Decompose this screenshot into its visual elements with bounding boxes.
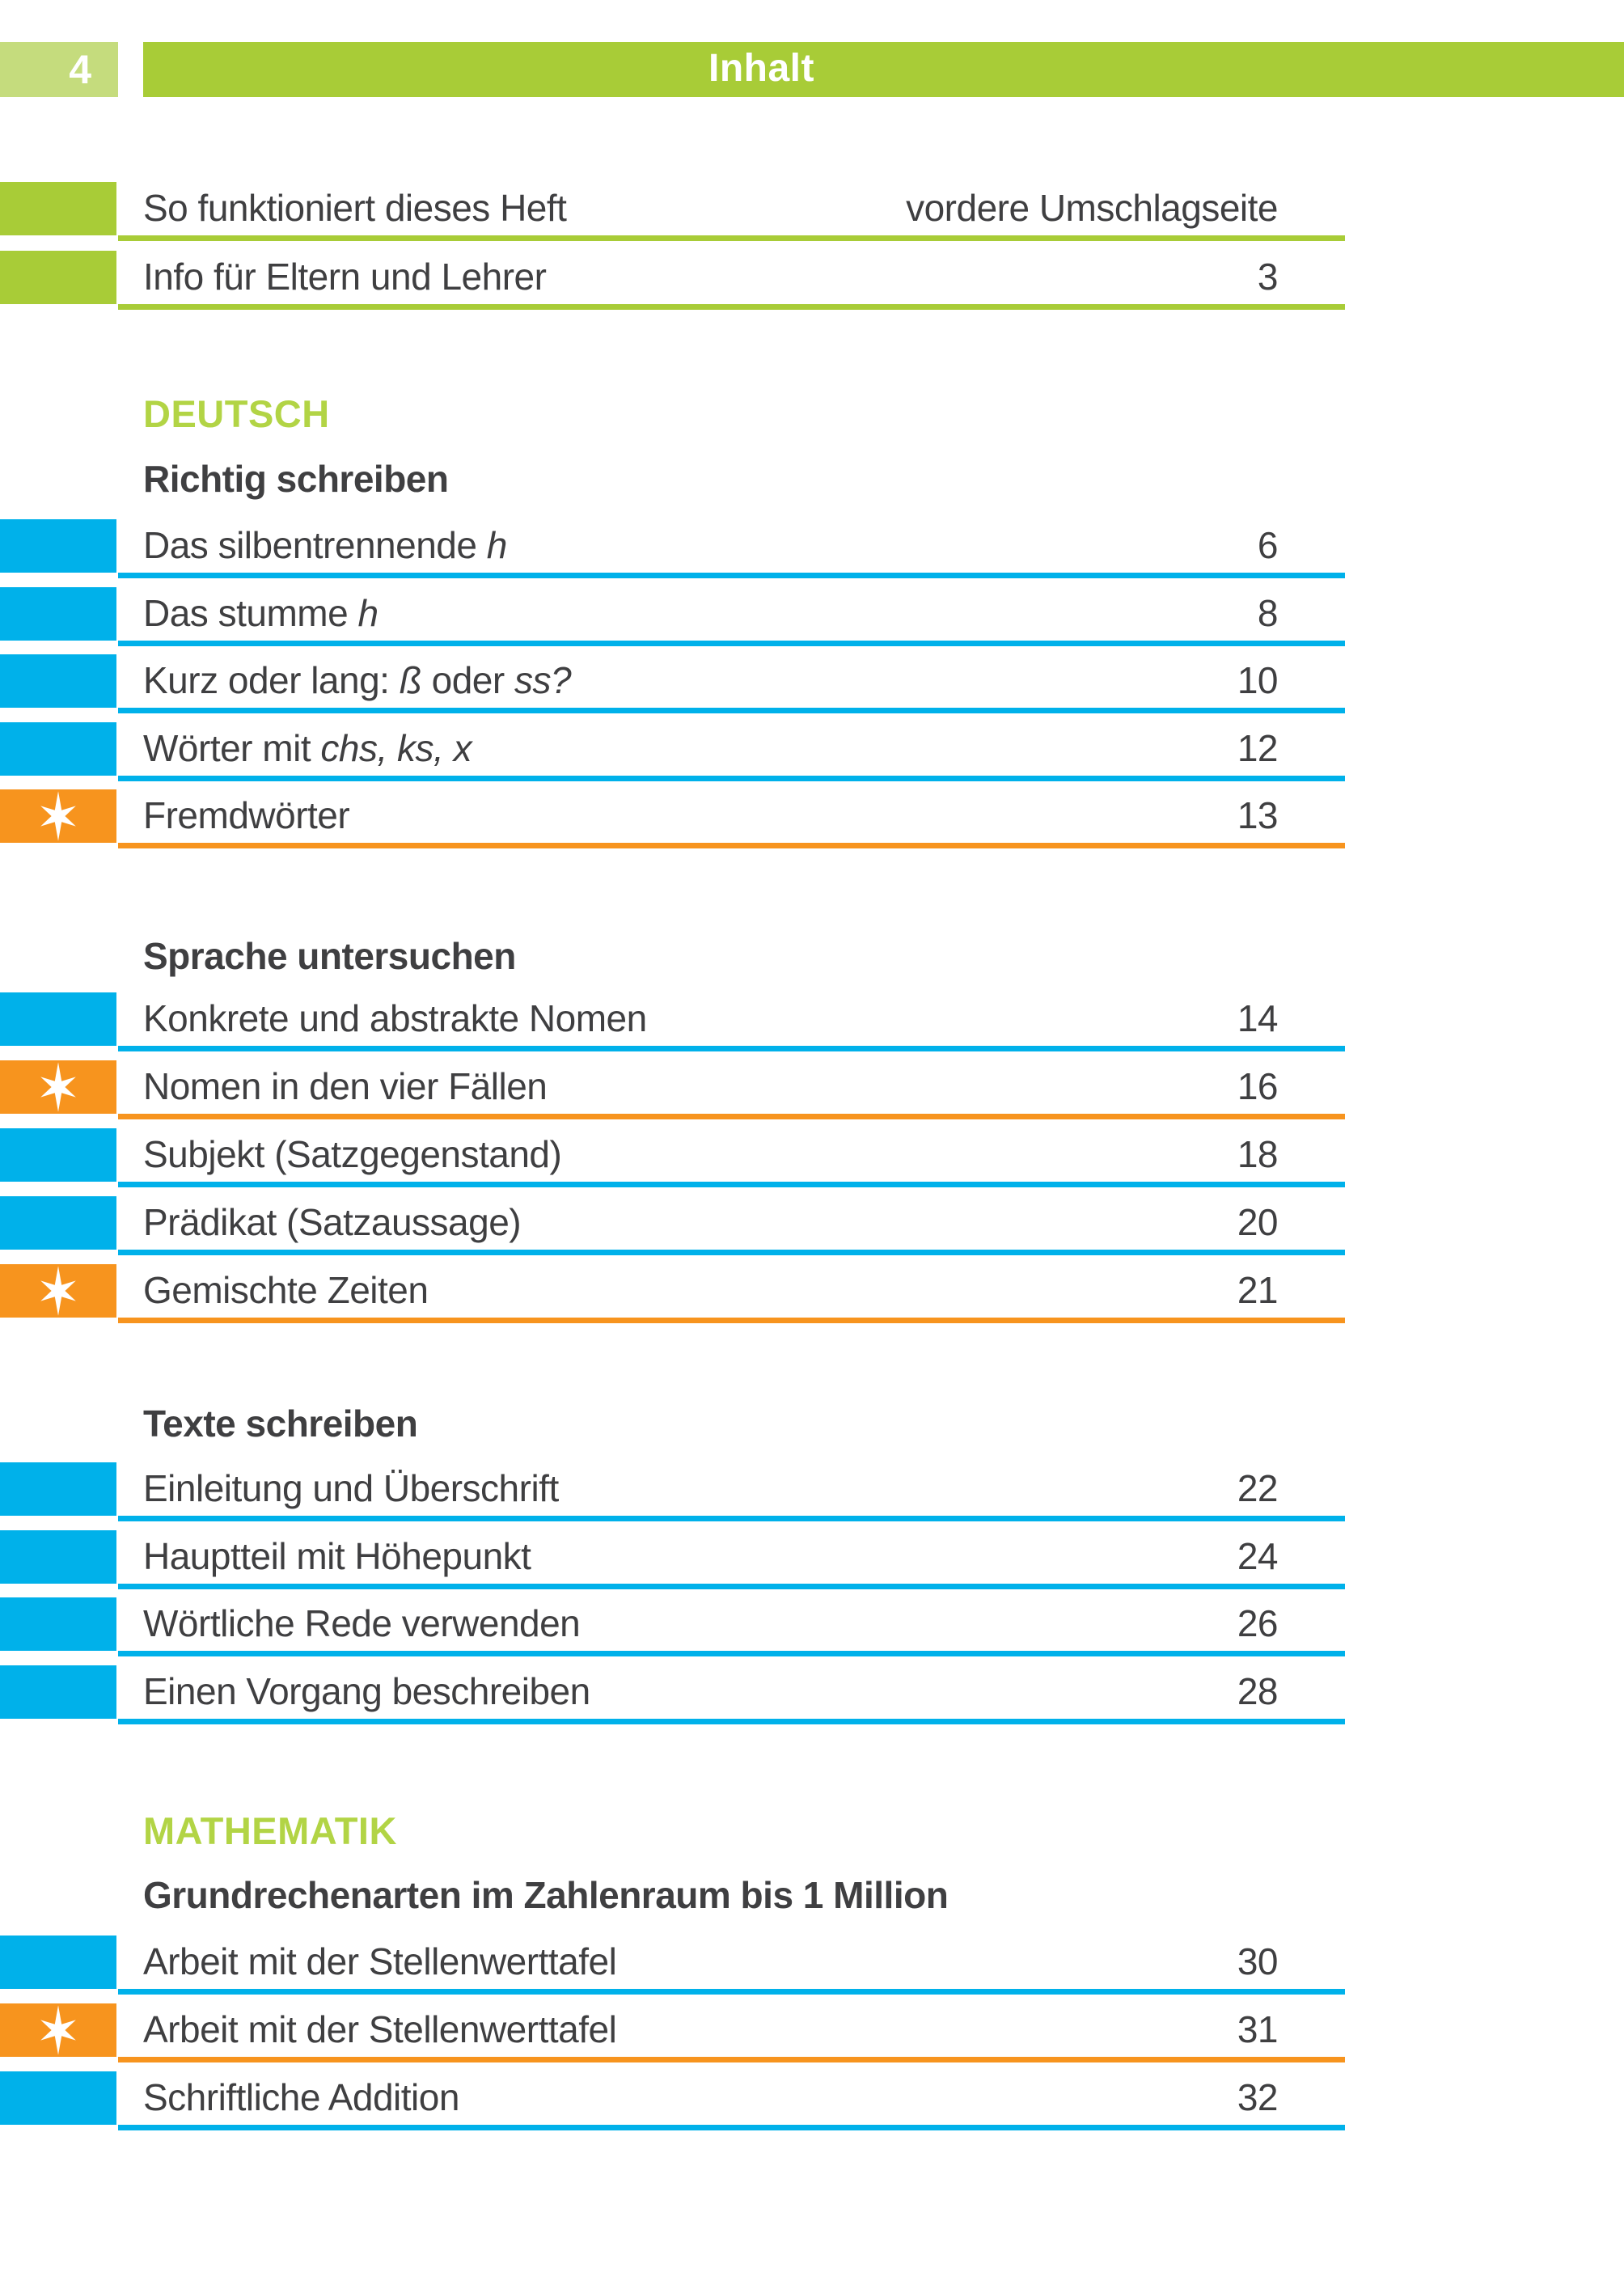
toc-entry-page: 28 [1237,1670,1279,1712]
toc-entry-page: 30 [1237,1940,1279,1982]
color-tab [0,2071,116,2125]
entry-underline [118,1651,1345,1656]
toc-entry-page: 20 [1237,1201,1279,1243]
color-tab [0,587,116,641]
color-tab [0,1264,116,1318]
toc-entry-title: Das stumme h [143,592,379,634]
toc-entry-title: Arbeit mit der Stellenwerttafel [143,1940,617,1982]
color-tab [0,182,116,235]
toc-entry-title: Nomen in den vier Fällen [143,1065,548,1107]
entry-underline [118,1046,1345,1051]
toc-entry-page: 8 [1257,592,1279,634]
entry-underline [118,843,1345,848]
color-tab [0,1462,116,1516]
color-tab [0,1936,116,1989]
topic-heading: Richtig schreiben [143,458,449,500]
subject-heading: MATHEMATIK [143,1809,397,1852]
subject-heading: DEUTSCH [143,392,330,435]
entry-underline [118,776,1345,781]
star-icon [40,1266,76,1316]
toc-entry-title: Gemischte Zeiten [143,1269,429,1311]
color-tab [0,1665,116,1719]
entry-underline [118,235,1345,241]
star-icon [40,2005,76,2055]
color-tab [0,519,116,573]
color-tab [0,1597,116,1651]
page-number-box: 4 [0,42,118,97]
toc-entry-page: 6 [1257,524,1279,566]
color-tab [0,722,116,776]
topic-heading: Sprache untersuchen [143,935,516,977]
entry-underline [118,1584,1345,1589]
entry-underline [118,1182,1345,1187]
toc-entry-title: Wörter mit chs, ks, x [143,727,472,769]
entry-underline [118,708,1345,713]
toc-entry-title: Info für Eltern und Lehrer [143,256,547,298]
page-title: Inhalt [708,47,814,90]
toc-entry-page: 3 [1257,256,1279,298]
color-tab [0,1196,116,1250]
entry-underline [118,573,1345,578]
toc-entry-title: Schriftliche Addition [143,2076,459,2118]
topic-heading: Texte schreiben [143,1402,418,1445]
entry-underline [118,1114,1345,1119]
page-number: 4 [69,47,91,92]
star-icon [40,791,76,841]
color-tab [0,2003,116,2057]
toc-entry-title: Das silbentrennende h [143,524,507,566]
toc-entry-page: 24 [1237,1535,1279,1577]
entry-underline [118,1250,1345,1255]
color-tab [0,1530,116,1584]
entry-underline [118,2057,1345,2062]
entry-underline [118,1989,1345,1995]
entry-underline [118,1719,1345,1724]
toc-entry-page: 10 [1237,659,1279,701]
toc-entry-title: Einen Vorgang beschreiben [143,1670,590,1712]
toc-entry-title: So funktioniert dieses Heft [143,187,567,229]
star-icon [40,1062,76,1112]
toc-entry-page: 26 [1237,1602,1279,1644]
color-tab [0,251,116,304]
toc-entry-title: Arbeit mit der Stellenwerttafel [143,2008,617,2050]
toc-entry-page: 21 [1237,1269,1279,1311]
topic-heading: Grundrechenarten im Zahlenraum bis 1 Mil… [143,1874,949,1916]
toc-entry-page: 22 [1237,1467,1279,1509]
toc-entry-page: 16 [1237,1065,1279,1107]
toc-entry-title: Wörtliche Rede verwenden [143,1602,581,1644]
color-tab [0,789,116,843]
toc-entry-title: Konkrete und abstrakte Nomen [143,997,647,1039]
toc-entry-page: 18 [1237,1133,1279,1175]
entry-underline [118,641,1345,646]
color-tab [0,992,116,1046]
color-tab [0,1060,116,1114]
toc-entry-title: Fremdwörter [143,794,350,836]
toc-entry-page: vordere Umschlagseite [906,187,1278,229]
toc-entry-page: 32 [1237,2076,1279,2118]
toc-entry-title: Kurz oder lang: ß oder ss? [143,659,572,701]
toc-entry-title: Hauptteil mit Höhepunkt [143,1535,531,1577]
toc-entry-page: 31 [1237,2008,1279,2050]
entry-underline [118,1318,1345,1323]
entry-underline [118,304,1345,310]
toc-entry-title: Subjekt (Satzgegenstand) [143,1133,562,1175]
color-tab [0,1128,116,1182]
toc-entry-page: 12 [1237,727,1279,769]
toc-entry-page: 14 [1237,997,1279,1039]
entry-underline [118,1516,1345,1521]
toc-entry-page: 13 [1237,794,1279,836]
entry-underline [118,2125,1345,2130]
color-tab [0,654,116,708]
header-bar [143,42,1624,97]
toc-entry-title: Prädikat (Satzaussage) [143,1201,522,1243]
toc-entry-title: Einleitung und Überschrift [143,1467,559,1509]
